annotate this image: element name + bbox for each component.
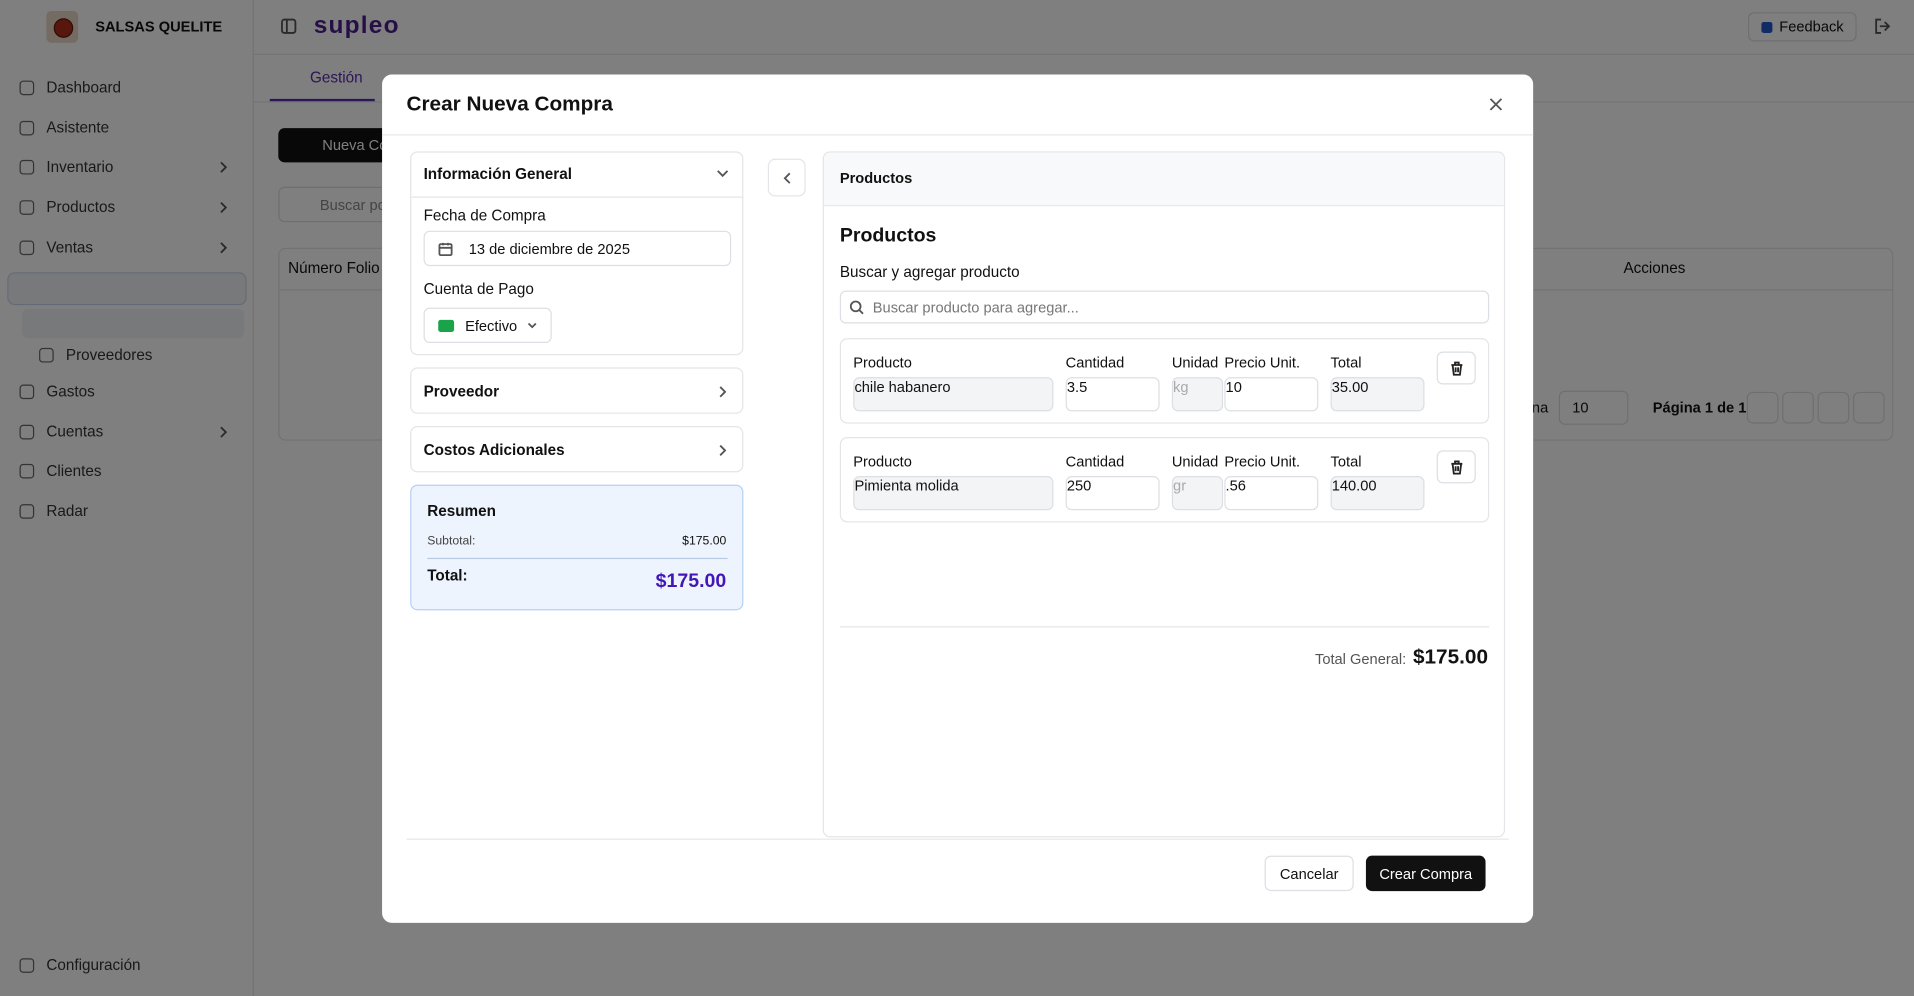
column-label: Total: [1330, 452, 1362, 470]
column-label: Precio Unit.: [1224, 452, 1301, 470]
column-label: Unidad: [1171, 452, 1219, 470]
section-card[interactable]: Proveedor: [410, 367, 744, 414]
row-value: gr: [1173, 477, 1187, 495]
column-label: Precio Unit.: [1224, 353, 1301, 372]
subtotal-value: $175.00: [682, 534, 727, 549]
total-value: $175.00: [655, 571, 727, 593]
row-value: .56: [1225, 477, 1246, 495]
total-label: Total:: [427, 567, 468, 585]
section-title: Proveedor: [423, 382, 500, 401]
date-input[interactable]: 13 de diciembre de 2025: [468, 239, 630, 257]
row-value: 250: [1066, 477, 1092, 495]
trash-icon: [1451, 460, 1463, 475]
close-icon[interactable]: [1489, 98, 1503, 111]
row-value: kg: [1173, 378, 1189, 396]
row-input[interactable]: 3.5: [1065, 377, 1160, 412]
column-label: Producto: [853, 353, 912, 372]
product-row: Producto chile habanero Cantidad 3.5 Unidad k…: [839, 338, 1490, 424]
row-value: 10: [1225, 378, 1242, 396]
section-title[interactable]: Información General: [423, 165, 572, 183]
submit-button[interactable]: Crear Compra: [1365, 855, 1486, 892]
search-label: Buscar y agregar producto: [839, 263, 1020, 281]
modal: Crear Nueva Compra Información General F…: [382, 74, 1534, 923]
trash-icon: [1451, 361, 1463, 376]
field-label: Fecha de Compra: [423, 207, 546, 225]
column-label: Total: [1330, 353, 1362, 372]
product-row: Producto Pimienta molida Cantidad 250 Unidad…: [839, 436, 1490, 523]
row-input: 140.00: [1330, 476, 1425, 511]
column-label: Unidad: [1171, 353, 1219, 372]
delete-button[interactable]: [1436, 351, 1476, 385]
grand-total: $175.00: [1412, 645, 1488, 669]
summary: Resumen Subtotal: $175.00 Total: $175.00: [410, 484, 744, 611]
row-input[interactable]: gr: [1171, 476, 1224, 511]
row-input[interactable]: kg: [1171, 377, 1224, 412]
row-value: 3.5: [1066, 378, 1088, 396]
row-value: chile habanero: [854, 378, 951, 396]
delete-button[interactable]: [1436, 450, 1476, 484]
row-input: 35.00: [1330, 377, 1425, 412]
cancel-button[interactable]: Cancelar: [1264, 855, 1354, 892]
row-value: Pimienta molida: [854, 477, 959, 495]
column-label: Producto: [853, 452, 912, 470]
row-value: 140.00: [1331, 477, 1377, 495]
column-label: Cantidad: [1065, 452, 1125, 470]
row-value: 35.00: [1331, 378, 1369, 396]
products-heading: Productos: [839, 225, 937, 247]
products-panel: Productos Productos Buscar y agregar pro…: [822, 151, 1506, 838]
field-label: Cuenta de Pago: [423, 280, 534, 298]
row-input[interactable]: .56: [1224, 476, 1319, 511]
row-input: chile habanero: [853, 377, 1054, 412]
summary-title: Resumen: [427, 502, 496, 520]
section-card[interactable]: Costos Adicionales: [410, 426, 744, 473]
row-input: Pimienta molida: [853, 476, 1054, 511]
column-label: Cantidad: [1065, 353, 1125, 372]
subtotal-label: Subtotal:: [427, 534, 476, 549]
back-button[interactable]: [767, 158, 806, 197]
row-input[interactable]: 10: [1224, 377, 1319, 412]
panel-title: Productos: [839, 169, 913, 187]
account-select[interactable]: Efectivo: [423, 307, 552, 344]
section-title: Costos Adicionales: [423, 441, 565, 459]
general-card: Información General Fecha de Compra 13 d…: [410, 151, 744, 356]
modal-title: Crear Nueva Compra: [406, 92, 613, 116]
row-input[interactable]: 250: [1065, 476, 1160, 511]
product-search[interactable]: Buscar producto para agregar...: [872, 298, 1079, 316]
account-value: Efectivo: [465, 316, 518, 334]
grand-total-label: Total General:: [1314, 650, 1407, 668]
